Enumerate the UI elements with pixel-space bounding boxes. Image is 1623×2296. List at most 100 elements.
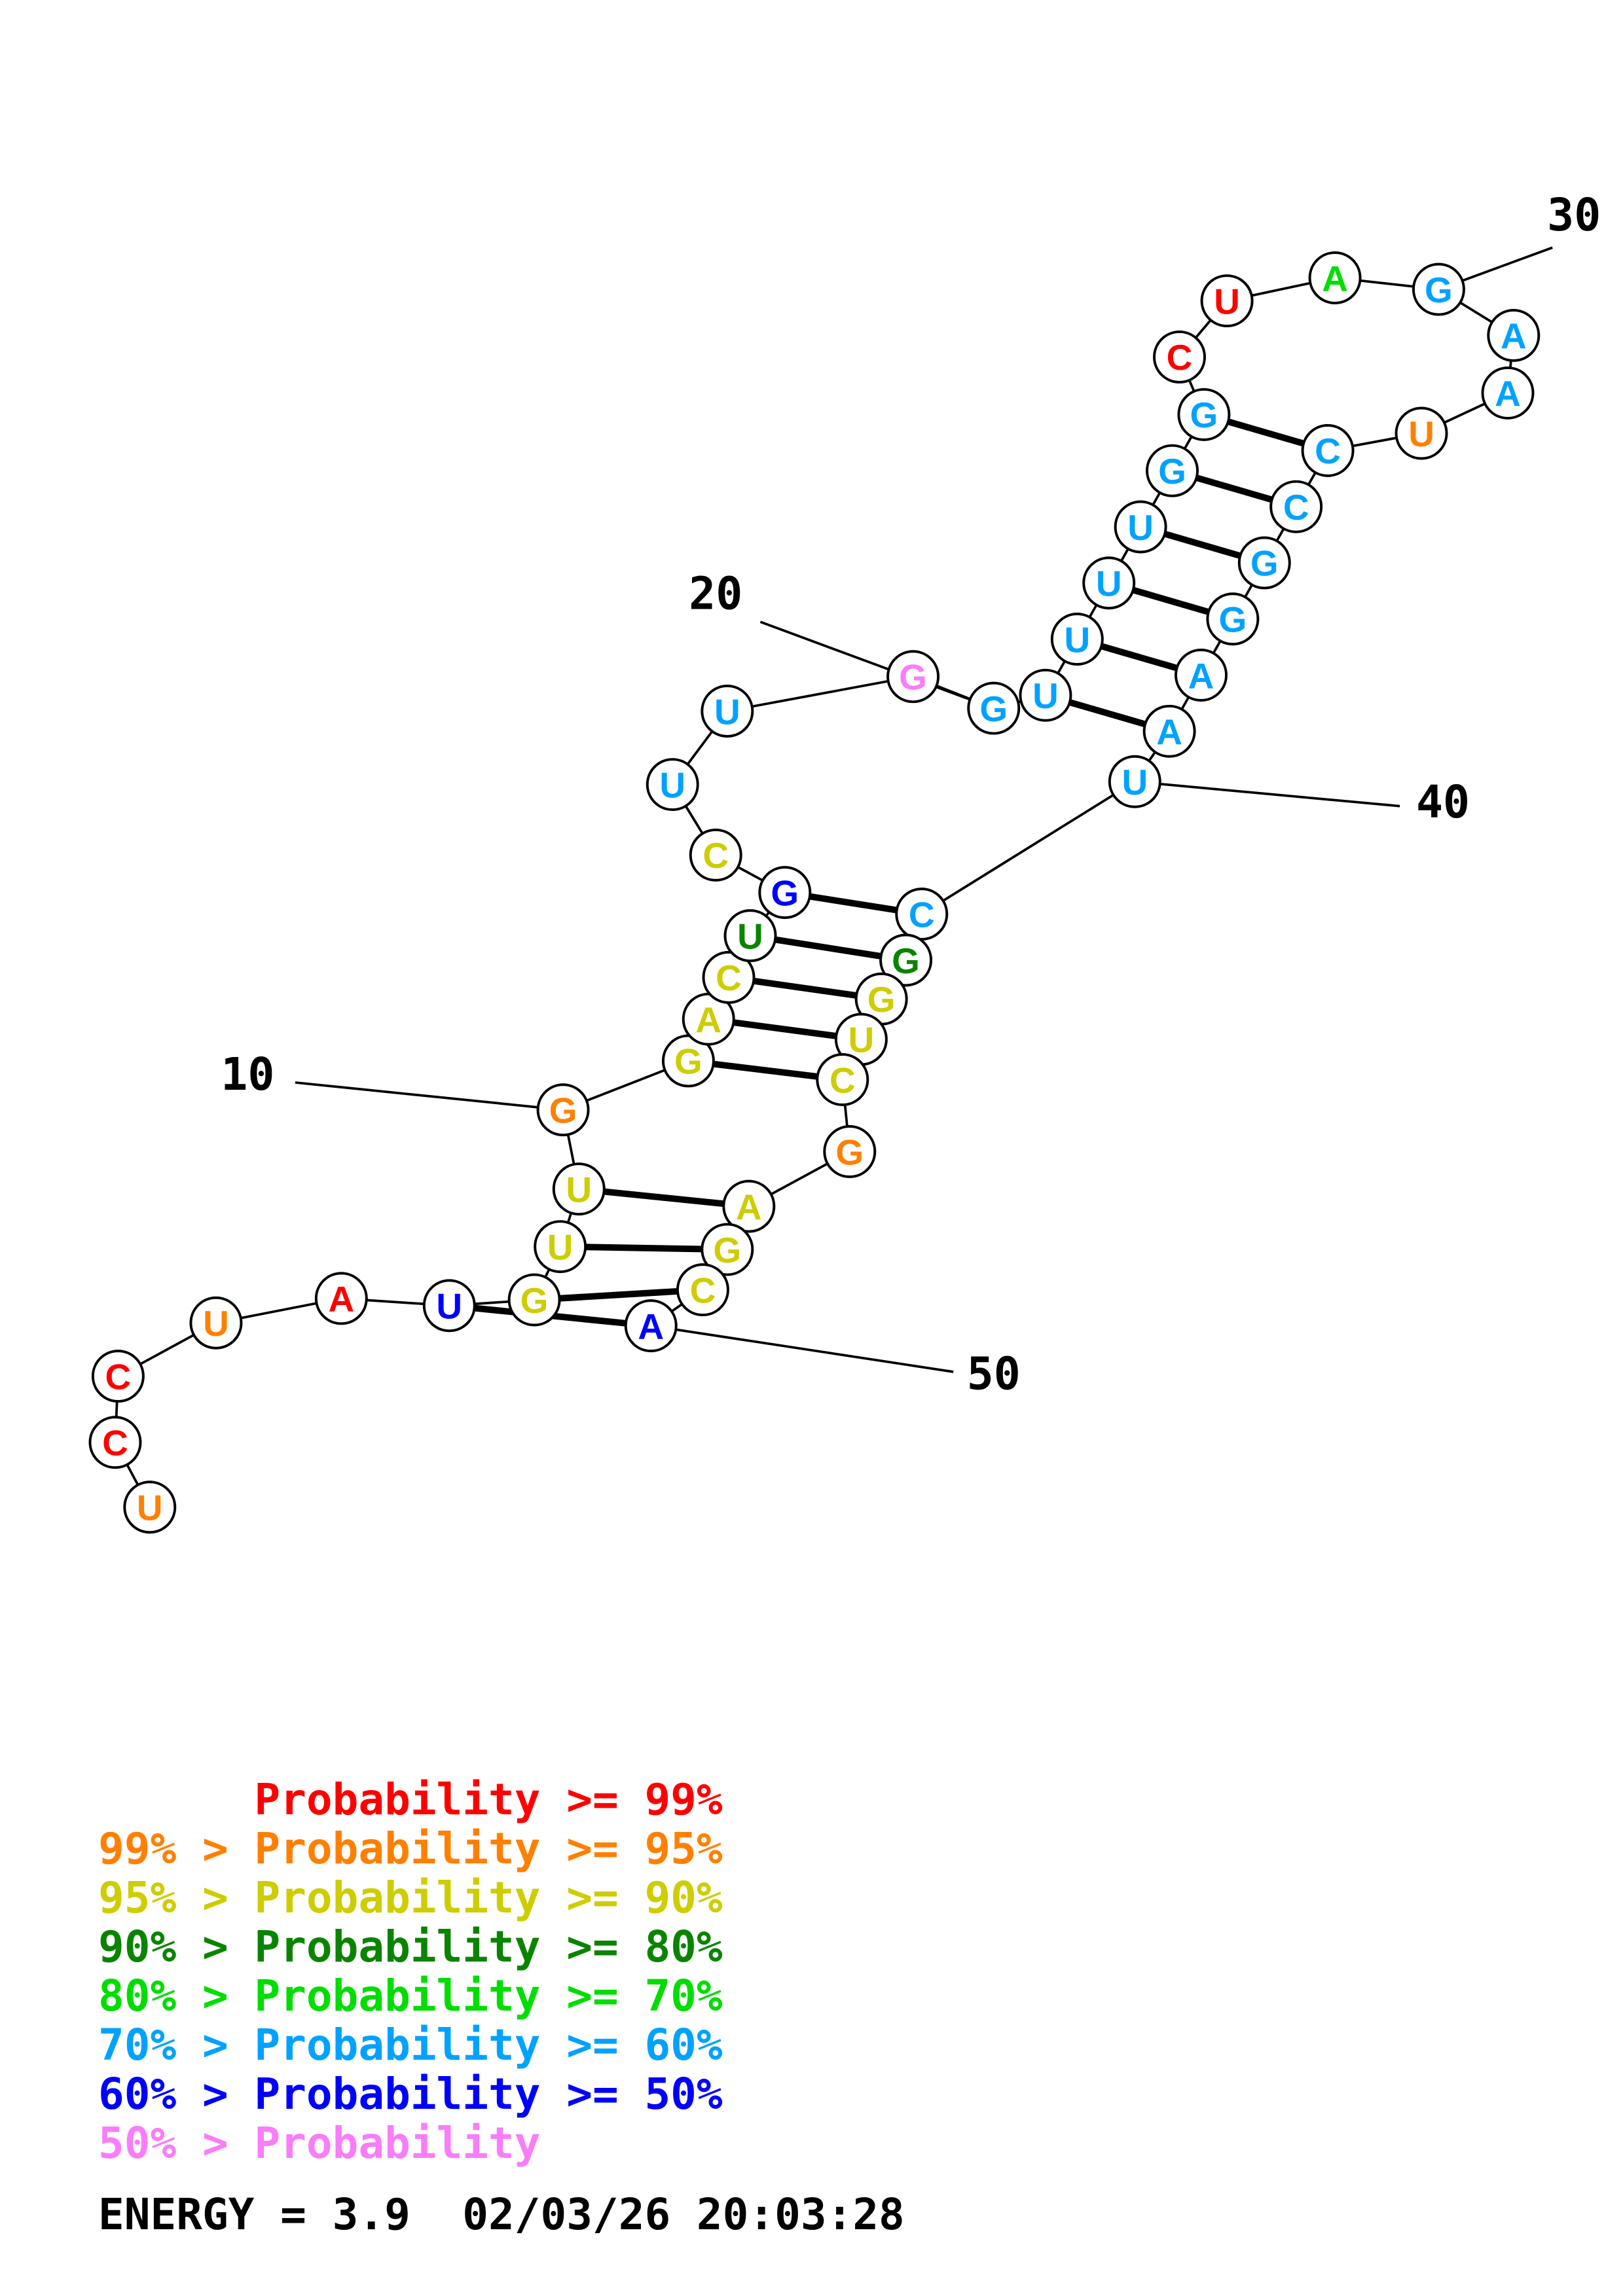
legend-row: 90% > Probability >= 80% [98, 1922, 723, 1972]
nucleotide-circle [1481, 366, 1535, 420]
nucleotide-base: G [549, 1090, 577, 1131]
nucleotide-circle [689, 828, 742, 882]
nucleotide-base: U [1214, 281, 1240, 321]
nucleotide-base: G [1158, 451, 1186, 492]
nucleotide-base: U [547, 1227, 574, 1267]
nucleotide-circle [552, 1162, 606, 1216]
nucleotide-base: G [713, 1230, 741, 1270]
nucleotide-circle [886, 650, 940, 704]
position-label: 20 [689, 568, 742, 620]
nucleotide-circle [91, 1350, 145, 1403]
nucleotide-base: U [137, 1488, 163, 1528]
nucleotide-circle [1114, 500, 1167, 554]
nucleotide-base: U [737, 916, 763, 956]
nucleotide-base: A [1495, 373, 1521, 414]
nucleotide-base: U [436, 1286, 462, 1327]
nucleotide-base: A [736, 1187, 762, 1227]
basepair-bond [578, 1185, 750, 1210]
nucleotide-circle [1153, 330, 1206, 384]
nucleotide-base: C [102, 1423, 128, 1463]
nucleotide-base: A [695, 999, 721, 1040]
nucleotide-circle [723, 909, 777, 963]
position-label-line [1135, 780, 1400, 808]
nucleotide-base: A [1322, 258, 1348, 298]
nucleotide-circle [314, 1272, 368, 1325]
nucleotide-circle [123, 1480, 177, 1534]
nucleotide-circle [701, 685, 754, 738]
position-label: 10 [221, 1049, 274, 1101]
nucleotide-circle [702, 950, 756, 1004]
nucleotide-circle [1050, 613, 1104, 666]
nucleotide-base: C [702, 835, 729, 876]
nucleotide-circle [536, 1083, 590, 1137]
nucleotide-base: U [566, 1169, 592, 1210]
legend-row: 80% > Probability >= 70% [98, 1971, 723, 2021]
nucleotide-base: G [1250, 543, 1279, 584]
backbone-lines [114, 276, 1515, 1508]
position-label: 30 [1547, 190, 1601, 242]
nucleotide-base: U [1096, 564, 1122, 604]
nucleotide-circle [967, 681, 1021, 735]
legend-row: 95% > Probability >= 90% [98, 1873, 723, 1923]
position-labels: 10 20 30 40 50 [221, 190, 1601, 1400]
nucleotide-base: U [203, 1303, 229, 1344]
nucleotide-base: G [1219, 600, 1247, 640]
nucleotide-circle [534, 1220, 587, 1274]
nucleotide-circle [758, 866, 812, 920]
position-label: 40 [1416, 777, 1470, 829]
basepair-bond [534, 1286, 703, 1303]
nucleotide-base: U [1032, 675, 1059, 716]
nucleotide-base: C [1283, 487, 1309, 528]
nucleotide-circle [507, 1273, 561, 1327]
nucleotide-circle [722, 1179, 776, 1233]
nucleotide-circle [1177, 387, 1231, 441]
nucleotide-base: U [659, 764, 685, 805]
nucleotide-base: A [638, 1306, 664, 1346]
nucleotide-base: G [892, 941, 920, 981]
nucleotide-circle [1395, 406, 1448, 460]
nucleotide-base: U [1408, 414, 1434, 454]
nucleotide-circle [1308, 251, 1362, 304]
nucleotide-circle [701, 1223, 754, 1276]
nucleotide-base: U [1064, 619, 1090, 660]
nucleotide-base: A [1156, 711, 1182, 752]
nucleotide-circle [1237, 536, 1291, 590]
position-label-line [295, 1081, 564, 1111]
nucleotide-base: G [979, 689, 1008, 729]
position-label-lines [295, 246, 1553, 1373]
nucleotide-circle [646, 758, 699, 812]
nucleotide-base: C [716, 958, 742, 998]
nucleotide-base: G [1425, 270, 1453, 310]
nucleotide-base: U [848, 1020, 875, 1060]
nucleotide-base: G [835, 1132, 864, 1172]
nucleotide-circles [88, 251, 1541, 1534]
nucleotide-base: G [771, 872, 799, 913]
nucleotide-circle [624, 1299, 678, 1353]
nucleotide-circle [879, 933, 933, 987]
basepair-bond [560, 1243, 727, 1253]
nucleotide-base: A [328, 1279, 354, 1319]
nucleotide-base: G [520, 1280, 549, 1321]
nucleotide-circle [1412, 262, 1465, 316]
nucleotide-circle [1200, 274, 1254, 328]
nucleotide-base: A [1188, 655, 1214, 696]
nucleotide-base: G [867, 979, 896, 1020]
nucleotide-circle [1082, 556, 1136, 610]
nucleotide-base: G [674, 1041, 702, 1082]
position-label-line [759, 620, 994, 709]
nucleotide-circle [1301, 423, 1355, 477]
nucleotide-circle [1487, 308, 1541, 362]
nucleotide-circle [1142, 704, 1196, 758]
backbone-segment [727, 675, 913, 713]
legend-row: 99% > Probability >= 95% [98, 1823, 723, 1874]
nucleotide-base: G [1190, 395, 1218, 435]
nucleotide-circle [88, 1416, 142, 1469]
nucleotide-base: U [714, 691, 740, 732]
legend-row: 60% > Probability >= 50% [98, 2069, 723, 2119]
legend-row: 50% > Probability [98, 2118, 541, 2168]
nucleotide-circle [816, 1053, 869, 1106]
legend-row: 70% > Probability >= 60% [98, 2020, 723, 2070]
nucleotide-circle [823, 1125, 877, 1178]
